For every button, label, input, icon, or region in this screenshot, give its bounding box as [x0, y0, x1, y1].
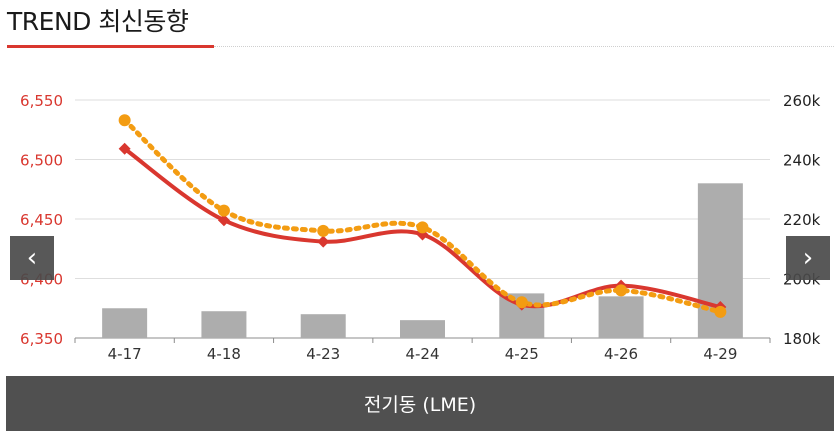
- x-tick-label: 4-18: [207, 345, 241, 360]
- y-right-tick-label: 260k: [783, 92, 821, 110]
- dotted-series-point: [416, 221, 429, 234]
- dotted-series-point: [515, 296, 528, 309]
- prev-button[interactable]: ‹: [10, 236, 54, 280]
- trend-chart: 6,3506,4006,4506,5006,550180k200k220k240…: [20, 92, 821, 360]
- y-right-tick-label: 180k: [783, 330, 821, 348]
- solid-series-point: [217, 214, 230, 227]
- dotted-series-point: [615, 284, 628, 297]
- dotted-series-point: [714, 305, 727, 318]
- page-title: TREND 최신동향: [7, 7, 189, 36]
- y-left-tick-label: 6,450: [20, 211, 63, 229]
- volume-bar: [400, 320, 445, 338]
- x-tick-label: 4-29: [703, 345, 737, 360]
- dotted-series-point: [118, 114, 131, 127]
- x-tick-label: 4-26: [604, 345, 638, 360]
- chevron-left-icon: ‹: [26, 243, 38, 273]
- volume-bar: [598, 296, 644, 338]
- chart-caption-bar: 전기동 (LME): [6, 376, 834, 431]
- header: TREND 최신동향: [0, 0, 840, 50]
- chart-caption: 전기동 (LME): [363, 394, 477, 416]
- title-underline: [7, 45, 214, 48]
- volume-bar: [201, 311, 247, 338]
- x-tick-label: 4-24: [405, 345, 439, 360]
- x-tick-label: 4-25: [505, 345, 539, 360]
- y-right-tick-label: 220k: [783, 211, 821, 229]
- y-left-tick-label: 6,350: [20, 330, 63, 348]
- solid-series-point: [317, 235, 330, 248]
- x-tick-label: 4-23: [306, 345, 340, 360]
- y-left-tick-label: 6,550: [20, 92, 63, 110]
- dotted-series-point: [217, 204, 230, 217]
- solid-series-point: [118, 142, 131, 155]
- volume-bar: [300, 314, 346, 338]
- y-left-tick-label: 6,500: [20, 152, 63, 170]
- y-right-tick-label: 240k: [783, 152, 821, 170]
- chevron-right-icon: ›: [802, 243, 814, 273]
- dotted-series-point: [317, 224, 330, 237]
- volume-bar: [102, 308, 148, 338]
- x-tick-label: 4-17: [108, 345, 142, 360]
- title-dotted-rule: [214, 46, 834, 47]
- next-button[interactable]: ›: [786, 236, 830, 280]
